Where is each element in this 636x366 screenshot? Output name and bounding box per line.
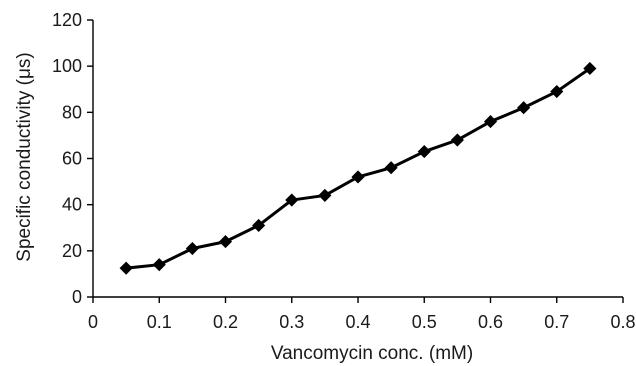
x-tick-label: 0.6 xyxy=(478,312,503,332)
x-tick-label: 0.2 xyxy=(213,312,238,332)
x-tick-label: 0.4 xyxy=(345,312,370,332)
data-point-marker xyxy=(550,84,564,99)
y-tick-label: 0 xyxy=(72,287,82,307)
data-point-marker xyxy=(517,101,531,115)
y-axis-title: Specific conductivity (μs) xyxy=(14,52,35,261)
y-tick-label: 100 xyxy=(52,56,82,76)
data-point-marker xyxy=(417,145,431,159)
y-tick-label: 20 xyxy=(62,241,82,261)
y-tick-label: 60 xyxy=(62,149,82,169)
x-tick-label: 0.3 xyxy=(279,312,304,332)
data-point-marker xyxy=(483,115,498,129)
plot-area: 0 20 40 60 80 100 120 0 0.1 0.2 0.3 0.4 0.5 0.6 0.7 0.8 xyxy=(52,10,636,332)
x-tick-label: 0.5 xyxy=(412,312,437,332)
data-point-marker xyxy=(285,193,299,207)
x-axis-title: Vancomycin conc. (mM) xyxy=(271,343,473,364)
data-point-marker xyxy=(119,261,133,275)
data-point-marker xyxy=(318,188,332,202)
data-point-marker xyxy=(218,235,233,249)
data-point-marker xyxy=(384,161,398,175)
data-point-marker xyxy=(185,241,199,256)
series-line xyxy=(124,66,592,270)
data-point-marker xyxy=(351,170,365,184)
y-tick-label: 120 xyxy=(52,10,82,30)
x-tick-label: 0.7 xyxy=(544,312,569,332)
x-tick-label: 0.8 xyxy=(610,312,635,332)
x-tick-label: 0 xyxy=(88,312,98,332)
data-point-marker xyxy=(583,61,597,76)
y-tick-label: 80 xyxy=(62,102,82,122)
x-tick-label: 0.1 xyxy=(147,312,172,332)
y-tick-label: 40 xyxy=(62,195,82,215)
data-point-marker xyxy=(152,258,166,272)
data-point-marker xyxy=(252,218,266,233)
data-point-marker xyxy=(450,133,464,147)
